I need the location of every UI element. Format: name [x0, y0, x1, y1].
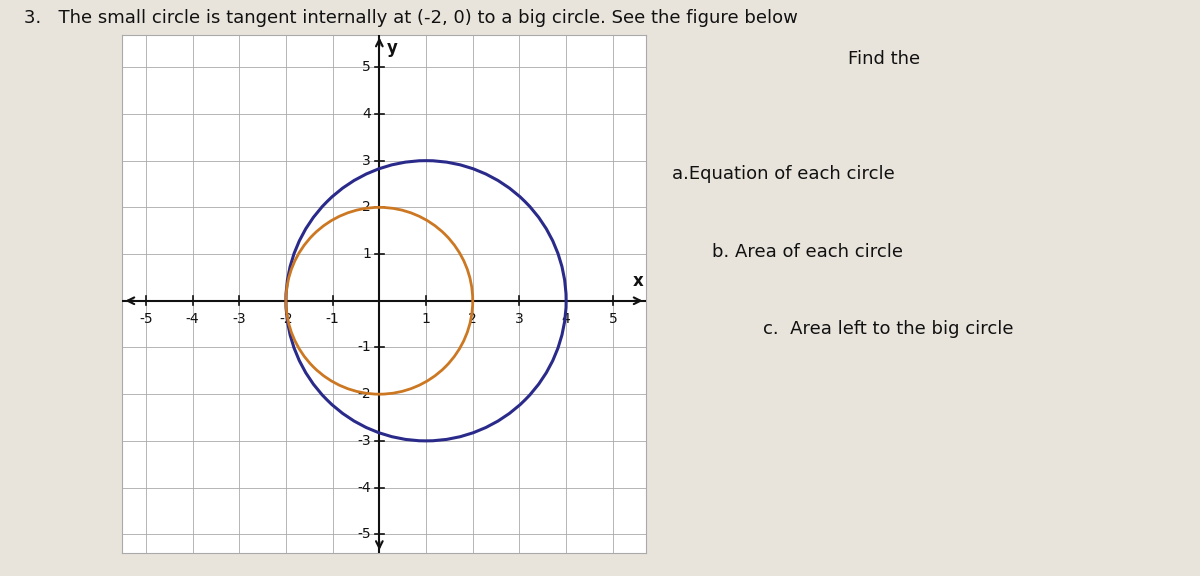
Text: 1: 1: [362, 247, 371, 261]
Text: -2: -2: [358, 387, 371, 401]
Text: c.  Area left to the big circle: c. Area left to the big circle: [763, 320, 1013, 339]
Text: 3.   The small circle is tangent internally at (-2, 0) to a big circle. See the : 3. The small circle is tangent internall…: [24, 9, 798, 26]
Text: 1: 1: [421, 312, 431, 327]
Text: 3: 3: [362, 154, 371, 168]
Text: -2: -2: [280, 312, 293, 327]
Text: b. Area of each circle: b. Area of each circle: [713, 242, 904, 261]
Text: 2: 2: [362, 200, 371, 214]
Text: -1: -1: [358, 340, 371, 354]
Text: x: x: [632, 272, 643, 290]
Text: 5: 5: [362, 60, 371, 74]
Text: 5: 5: [608, 312, 617, 327]
Text: y: y: [386, 39, 397, 57]
Text: a.Equation of each circle: a.Equation of each circle: [672, 165, 895, 183]
Text: -3: -3: [233, 312, 246, 327]
Text: Find the: Find the: [848, 50, 920, 67]
Text: -1: -1: [325, 312, 340, 327]
Text: -4: -4: [358, 480, 371, 495]
Text: 3: 3: [515, 312, 524, 327]
Text: 4: 4: [562, 312, 570, 327]
Text: 2: 2: [468, 312, 478, 327]
Text: 4: 4: [362, 107, 371, 121]
Text: -3: -3: [358, 434, 371, 448]
Text: -4: -4: [186, 312, 199, 327]
Text: -5: -5: [139, 312, 152, 327]
Text: -5: -5: [358, 527, 371, 541]
